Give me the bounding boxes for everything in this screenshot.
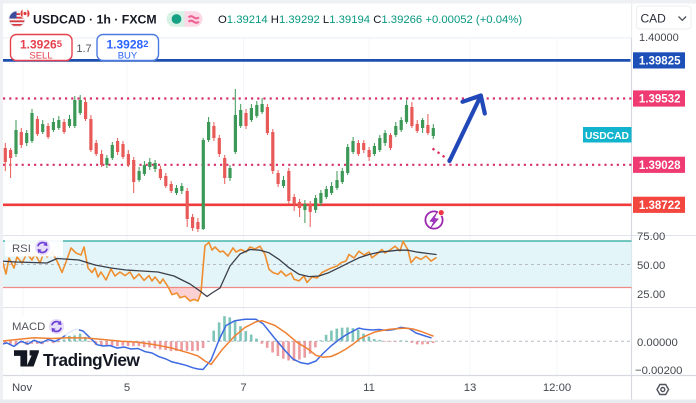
svg-text:1.39282: 1.39282 (107, 38, 149, 52)
svg-text:1.39265: 1.39265 (20, 38, 63, 52)
svg-text:25.00: 25.00 (637, 289, 665, 301)
svg-text:1.40000: 1.40000 (639, 32, 679, 44)
svg-text:0.00000: 0.00000 (637, 337, 678, 349)
svg-text:BUY: BUY (118, 51, 138, 62)
svg-text:12:00: 12:00 (543, 382, 571, 394)
svg-text:5: 5 (124, 382, 130, 394)
svg-text:1.7: 1.7 (76, 43, 91, 55)
svg-text:1.39532: 1.39532 (639, 94, 681, 106)
svg-text:O1.39214 H1.39292 L1.39194: O1.39214 H1.39292 L1.39194 C1.39266 +0.0… (218, 14, 522, 26)
svg-text:TradingView: TradingView (43, 350, 141, 370)
svg-text:1.39028: 1.39028 (639, 160, 681, 172)
svg-text:USDCAD · 1h · FXCM: USDCAD · 1h · FXCM (33, 13, 157, 27)
svg-text:7: 7 (240, 382, 246, 394)
svg-text:USDCAD: USDCAD (585, 131, 629, 142)
svg-text:11: 11 (363, 382, 375, 394)
svg-text:−0.00200: −0.00200 (635, 365, 682, 377)
svg-text:50.00: 50.00 (637, 260, 665, 272)
svg-text:13: 13 (464, 382, 477, 394)
svg-text:1.39825: 1.39825 (639, 55, 681, 67)
svg-text:RSI: RSI (12, 243, 31, 255)
svg-text:1.38722: 1.38722 (639, 200, 681, 212)
svg-text:CAD: CAD (641, 12, 667, 26)
svg-text:MACD: MACD (12, 321, 45, 333)
svg-text:SELL: SELL (29, 51, 52, 62)
svg-text:75.00: 75.00 (637, 231, 665, 243)
svg-text:Nov: Nov (12, 382, 32, 394)
